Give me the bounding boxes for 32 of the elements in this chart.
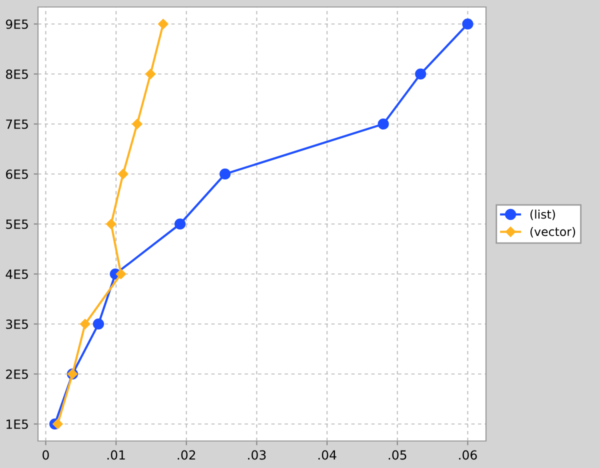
point: [462, 18, 474, 30]
point: [158, 18, 168, 30]
x-tick-label: 0: [42, 450, 49, 460]
y-tick-label: 6E5: [6, 169, 28, 179]
y-tick-label: 3E5: [6, 319, 28, 329]
x-tick-label: .03: [248, 450, 266, 460]
x-tick-label: .02: [178, 450, 196, 460]
y-tick-label: 5E5: [6, 220, 28, 229]
point: [220, 168, 231, 180]
point: [92, 318, 104, 330]
y-tick-label: 1E5: [6, 420, 28, 429]
point: [106, 218, 116, 230]
x-tick-label: .06: [459, 450, 477, 460]
y-tick-label: 4E5: [6, 270, 28, 279]
y-tick-label: 9E5: [6, 19, 28, 29]
point: [80, 318, 90, 330]
point: [145, 68, 156, 80]
x-tick-label: .01: [107, 450, 125, 460]
point: [116, 268, 126, 280]
legend-label: (list): [530, 210, 555, 220]
x-tick-label: .05: [388, 450, 406, 460]
point: [118, 168, 128, 180]
x-tick-label: .04: [318, 450, 336, 460]
point: [132, 118, 142, 130]
point: [174, 218, 186, 230]
point: [378, 118, 389, 130]
y-tick-label: 2E5: [6, 369, 28, 379]
point: [415, 68, 426, 80]
y-tick-label: 8E5: [6, 69, 28, 79]
legend-label: (vector): [530, 226, 576, 238]
point: [52, 418, 63, 430]
y-tick-label: 7E5: [6, 120, 28, 129]
